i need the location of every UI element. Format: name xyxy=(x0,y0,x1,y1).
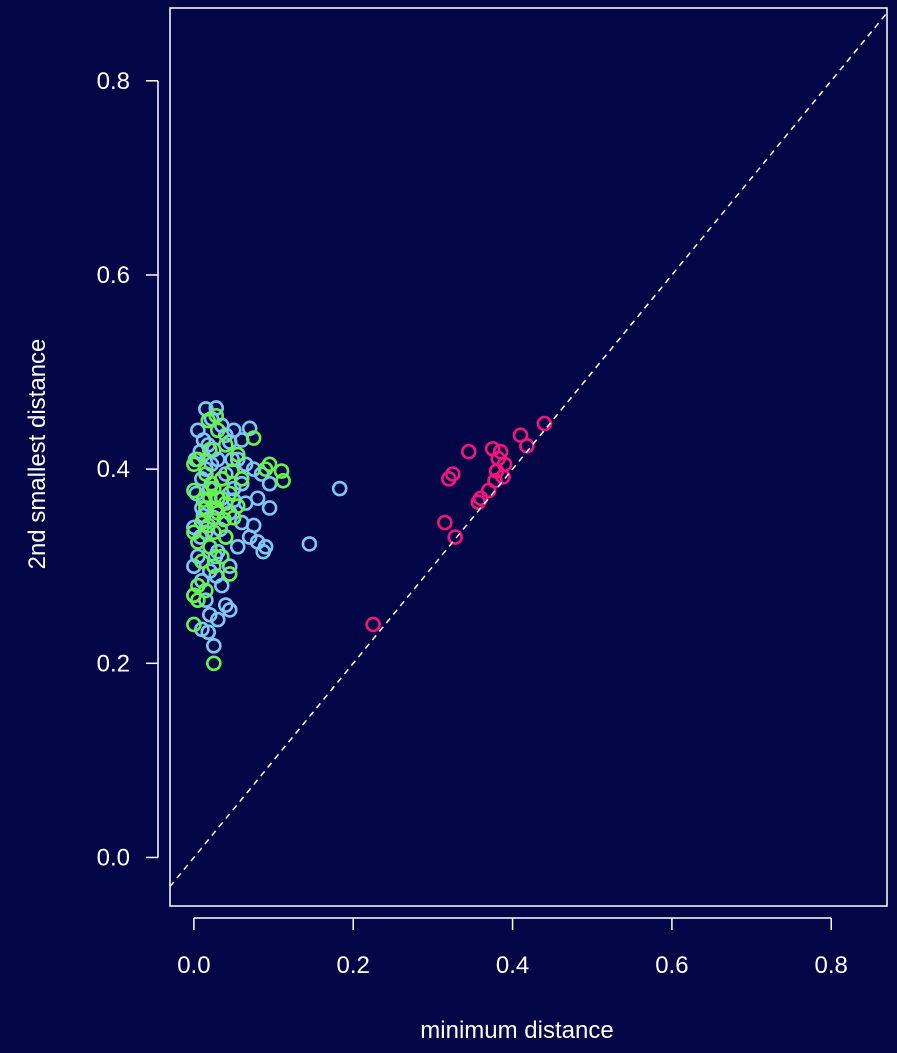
data-point xyxy=(195,492,212,509)
y-axis-label: 2nd smallest distance xyxy=(24,339,51,570)
data-point xyxy=(202,441,218,458)
data-point xyxy=(331,480,348,497)
data-point xyxy=(208,407,225,424)
data-point xyxy=(221,566,238,582)
data-point xyxy=(208,500,225,516)
data-point xyxy=(206,558,222,575)
data-point xyxy=(206,655,222,672)
data-point xyxy=(249,490,266,507)
data-point xyxy=(190,577,206,594)
data-point xyxy=(495,469,511,485)
x-tick-label: 0.6 xyxy=(655,952,688,979)
data-point xyxy=(437,514,453,531)
y-tick-label: 0.4 xyxy=(97,456,130,483)
data-point xyxy=(237,456,254,473)
series-1 xyxy=(186,407,291,672)
data-point xyxy=(245,430,262,446)
x-tick-label: 0.8 xyxy=(815,952,848,979)
data-point xyxy=(217,529,234,545)
data-point xyxy=(261,500,278,516)
data-point xyxy=(229,538,246,555)
x-tick-label: 0.2 xyxy=(337,952,370,979)
x-axis: 0.0 0.2 0.4 0.6 0.8 xyxy=(177,917,848,979)
data-point xyxy=(216,511,232,528)
plot-frame xyxy=(169,7,888,907)
data-point xyxy=(275,472,291,489)
data-point xyxy=(255,543,272,560)
data-point xyxy=(200,624,217,641)
data-point xyxy=(233,471,250,487)
data-point xyxy=(221,602,238,618)
data-point xyxy=(186,524,202,541)
y-axis: 0.0 0.2 0.4 0.6 0.8 xyxy=(97,68,159,871)
data-point xyxy=(202,606,218,623)
data-point xyxy=(203,475,220,492)
data-point xyxy=(257,461,274,477)
data-point xyxy=(200,412,217,429)
data-point xyxy=(210,490,226,507)
data-point xyxy=(273,463,290,479)
data-point xyxy=(186,456,202,473)
data-point xyxy=(200,517,217,534)
data-point xyxy=(186,616,202,633)
data-point xyxy=(233,475,250,492)
data-point xyxy=(447,529,464,545)
data-points xyxy=(186,400,553,672)
y-tick-label: 0.6 xyxy=(97,262,130,289)
data-point xyxy=(365,616,381,633)
data-point xyxy=(210,611,226,628)
series-2 xyxy=(365,415,553,633)
data-point xyxy=(221,558,238,575)
data-point xyxy=(217,437,234,453)
data-point xyxy=(206,638,222,654)
data-point xyxy=(186,558,202,575)
diagonal-reference-line xyxy=(169,12,888,888)
data-point xyxy=(210,422,226,439)
data-point xyxy=(480,482,497,499)
data-point xyxy=(224,463,240,479)
data-point xyxy=(241,529,258,545)
data-point xyxy=(441,471,457,487)
y-tick-label: 0.2 xyxy=(97,650,130,677)
data-point xyxy=(229,446,246,463)
data-point xyxy=(229,498,246,514)
y-tick-label: 0.0 xyxy=(97,844,130,871)
data-point xyxy=(460,443,477,460)
x-tick-label: 0.0 xyxy=(177,952,210,979)
data-point xyxy=(301,536,318,552)
x-tick-label: 0.4 xyxy=(496,952,529,979)
data-point xyxy=(213,548,230,565)
data-point xyxy=(202,538,218,555)
x-axis-label: minimum distance xyxy=(420,1017,613,1044)
data-point xyxy=(190,592,206,608)
data-point xyxy=(186,482,202,499)
y-tick-label: 0.8 xyxy=(97,68,130,95)
data-point xyxy=(241,420,258,437)
